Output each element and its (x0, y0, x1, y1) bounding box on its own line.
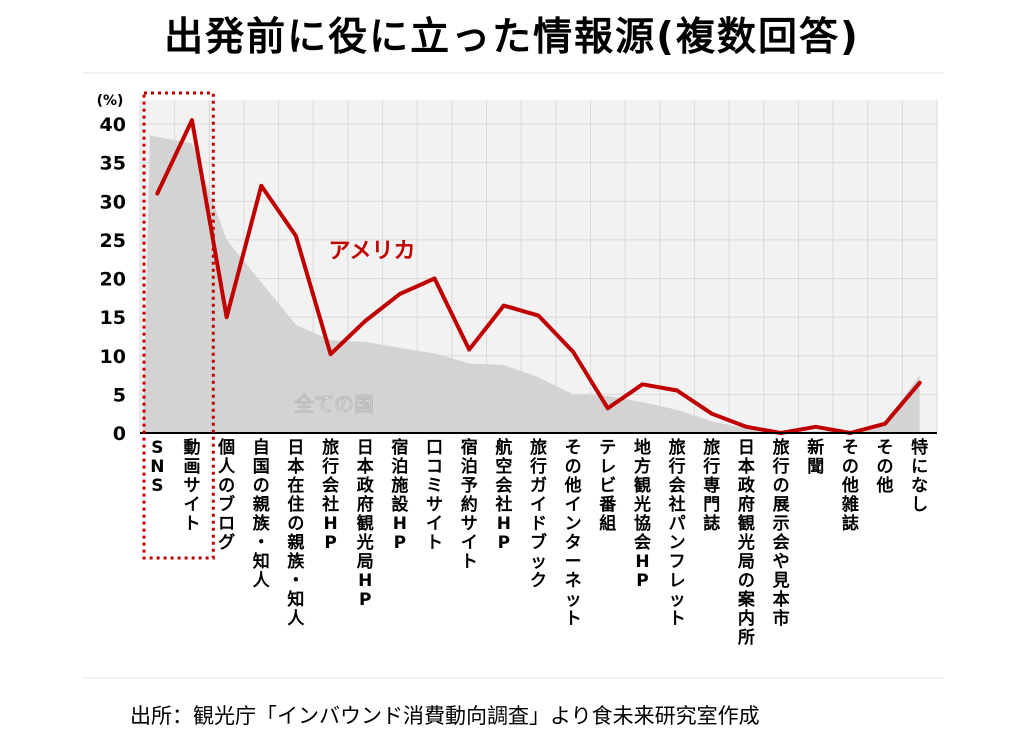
x-category-label: 特になし (911, 437, 928, 515)
x-category-label: 宿泊予約サイト (461, 437, 478, 572)
x-category-label: 旅行会社 H P (321, 437, 339, 553)
series-label-america: アメリカ (329, 239, 416, 264)
y-tick-label: 20 (100, 269, 126, 291)
x-category-label: 航空会社 H P (494, 437, 512, 553)
x-category-label: テレビ番組 (598, 438, 617, 534)
x-category-label: その他雑誌 (841, 438, 859, 534)
america-line (155, 118, 922, 435)
x-category-label: 旅行専門誌 (702, 437, 720, 534)
chart: 0 5 10 15 20 25 30 35 40 (%) アメリカ 全ての国 S N S 動画サイト個… (82, 72, 944, 679)
y-axis: 0 5 10 15 20 25 30 35 40 (100, 114, 126, 445)
chart-title: 出発前に役に立った情報源(複数回答) (164, 15, 860, 60)
series-label-all-countries: 全ての国 (293, 392, 374, 416)
x-category-label: 新聞 (807, 437, 824, 477)
sns-video-highlight-box (142, 91, 215, 560)
all-countries-area (143, 135, 920, 433)
y-tick-label: 40 (100, 114, 126, 136)
x-category-label: 日本政府観光局 H P (356, 438, 375, 610)
x-category-label: 日本政府観光局の案内所 (737, 438, 756, 648)
source-note: 出所：観光庁「インバウンド消費動向調査」より食未来研究室作成 (130, 704, 760, 728)
x-category-label: 日本在住の親族・知人 (286, 438, 305, 629)
y-tick-label: 5 (113, 384, 126, 406)
x-category-label: 口コミサイト (426, 438, 443, 553)
x-category-label: その他 (876, 438, 894, 496)
x-category-label: 地方観光協会 H P (633, 437, 651, 591)
y-unit-label: (%) (97, 93, 124, 109)
x-category-label: その他インターネット (564, 438, 582, 629)
x-category-label: 動画サイト (183, 437, 200, 534)
x-category-label: 自国の親族・知人 (252, 437, 271, 591)
x-category-label: 旅行会社パンフレット (668, 437, 686, 629)
y-tick-label: 0 (113, 423, 126, 445)
x-category-label: 旅行の展示会や見本市 (772, 437, 790, 629)
x-category-label: 旅行ガイドブック (529, 437, 547, 591)
x-category-label: 個人のブログ (217, 437, 236, 553)
y-tick-label: 35 (100, 153, 126, 175)
y-tick-label: 25 (100, 230, 126, 252)
y-tick-label: 30 (100, 191, 126, 213)
x-category-label: 宿泊施設 H P (391, 437, 409, 553)
y-tick-label: 15 (100, 307, 126, 329)
y-tick-label: 10 (100, 346, 126, 368)
